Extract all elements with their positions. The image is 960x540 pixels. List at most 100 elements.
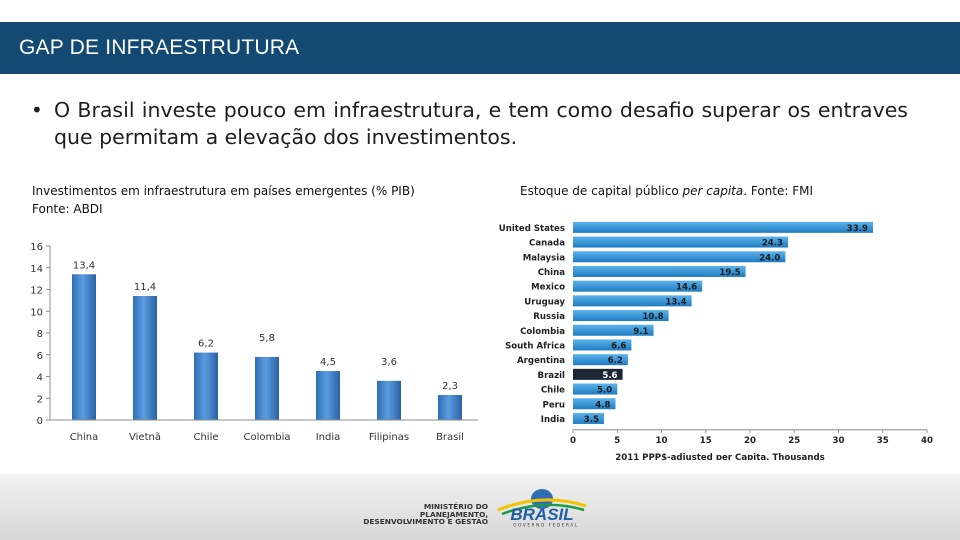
right-category-label: Mexico bbox=[531, 283, 565, 293]
right-category-label: Russia bbox=[533, 312, 565, 322]
right-x-tick-label: 35 bbox=[877, 436, 889, 446]
right-data-label: 9.1 bbox=[633, 327, 648, 337]
left-y-tick-label: 14 bbox=[30, 264, 43, 275]
right-category-label: South Africa bbox=[505, 341, 565, 351]
brasil-logo: BRASIL GOVERNO FEDERAL bbox=[497, 489, 587, 528]
left-bar bbox=[133, 296, 157, 420]
right-category-label: Uruguay bbox=[524, 297, 565, 307]
infra-investment-bar-chart: 0 2 4 6 8 10 12 14 16 13,4 11,4 6,2 5,8 4,5 3,6 2,3 Ch… bbox=[30, 242, 478, 443]
right-data-label: 24.0 bbox=[759, 253, 780, 263]
right-bar bbox=[573, 398, 616, 410]
right-data-label: 3.5 bbox=[584, 415, 599, 425]
right-bar bbox=[573, 354, 628, 366]
right-bar bbox=[573, 265, 746, 277]
left-bar bbox=[194, 352, 218, 420]
left-category-label: India bbox=[316, 432, 341, 443]
right-category-labels: United States Canada Malaysia China Mexico Ur… bbox=[499, 224, 566, 425]
left-bar bbox=[316, 371, 340, 420]
right-x-tick-label: 40 bbox=[921, 436, 933, 446]
right-bar bbox=[573, 339, 632, 351]
right-caption-text: Estoque de capital público bbox=[520, 184, 683, 198]
right-category-label: India bbox=[541, 415, 565, 425]
left-y-tick-label: 8 bbox=[37, 329, 43, 340]
left-category-label: China bbox=[70, 432, 99, 443]
right-category-label: Canada bbox=[529, 239, 565, 249]
right-caption-italic: per capita bbox=[682, 184, 744, 198]
right-data-label: 6.2 bbox=[608, 356, 623, 366]
right-data-labels: 33.9 24.3 24.0 19.5 14.6 13.410.8 9.1 6.6 6.2 5.6… bbox=[584, 224, 868, 425]
left-data-label: 3,6 bbox=[381, 357, 397, 368]
right-data-label: 4.8 bbox=[595, 400, 610, 410]
right-category-label: Malaysia bbox=[523, 253, 565, 263]
bullet-paragraph: O Brasil investe pouco em infraestrutura… bbox=[30, 97, 908, 151]
slide-title: GAP DE INFRAESTRUTURA bbox=[19, 36, 300, 59]
right-bar-highlight bbox=[573, 368, 623, 380]
right-data-label: 6.6 bbox=[611, 341, 626, 351]
right-bar bbox=[573, 236, 789, 248]
footer-band bbox=[0, 474, 960, 540]
left-caption-title: Investimentos em infraestrutura em paíse… bbox=[32, 184, 415, 198]
right-category-label: Peru bbox=[543, 400, 565, 410]
left-chart-caption: Investimentos em infraestrutura em paíse… bbox=[32, 182, 415, 218]
logo-swoosh-green-icon bbox=[501, 503, 585, 516]
right-bar bbox=[573, 310, 669, 322]
right-bar bbox=[573, 324, 654, 336]
right-category-label: Chile bbox=[541, 386, 565, 396]
right-bar bbox=[573, 383, 618, 395]
right-data-label: 13.4 bbox=[665, 297, 686, 307]
left-y-tick-label: 10 bbox=[30, 307, 43, 318]
left-category-label: Brasil bbox=[436, 432, 464, 443]
right-bar bbox=[573, 251, 786, 263]
left-y-tick-label: 4 bbox=[37, 373, 43, 384]
right-category-label: United States bbox=[499, 224, 565, 234]
right-bar bbox=[573, 412, 604, 424]
logo-subtext: GOVERNO FEDERAL bbox=[513, 523, 579, 528]
right-data-label: 33.9 bbox=[847, 224, 868, 234]
left-data-label: 11,4 bbox=[134, 282, 156, 293]
right-bars bbox=[573, 221, 874, 424]
right-x-tick-label: 15 bbox=[700, 436, 712, 446]
left-data-label: 5,8 bbox=[259, 333, 275, 344]
left-bar bbox=[438, 394, 462, 420]
right-category-label: China bbox=[538, 268, 565, 278]
left-data-label: 6,2 bbox=[198, 339, 214, 350]
right-bar bbox=[573, 280, 703, 292]
title-bar bbox=[0, 22, 960, 74]
right-x-tick-label: 25 bbox=[788, 436, 800, 446]
left-category-label: Colombia bbox=[244, 432, 291, 443]
right-data-label: 5.6 bbox=[602, 371, 617, 381]
left-y-tick-label: 0 bbox=[37, 416, 43, 427]
left-y-tick-label: 2 bbox=[37, 394, 43, 405]
left-data-label: 4,5 bbox=[320, 357, 336, 368]
left-y-tick-label: 6 bbox=[37, 351, 43, 362]
left-y-tick-label: 12 bbox=[30, 286, 43, 297]
left-bar bbox=[72, 274, 96, 420]
right-data-label: 10.8 bbox=[642, 312, 663, 322]
right-data-label: 24.3 bbox=[762, 239, 783, 249]
bullet-text: O Brasil investe pouco em infraestrutura… bbox=[54, 98, 908, 149]
left-data-labels: 13,4 11,4 6,2 5,8 4,5 3,6 2,3 bbox=[73, 260, 458, 392]
right-category-label: Argentina bbox=[517, 356, 565, 366]
right-x-tick-label: 5 bbox=[614, 436, 620, 446]
bullet-dot-icon: • bbox=[31, 98, 43, 122]
left-bar bbox=[377, 380, 401, 420]
ministry-line-1: MINISTÉRIO DO bbox=[423, 502, 488, 511]
right-category-label: Brazil bbox=[538, 371, 566, 381]
right-data-label: 19.5 bbox=[719, 268, 740, 278]
right-data-label: 5.0 bbox=[597, 386, 612, 396]
left-category-label: Chile bbox=[193, 432, 218, 443]
left-x-axis: China Vietnã Chile Colombia India Filipinas Br… bbox=[50, 419, 478, 443]
left-data-label: 13,4 bbox=[73, 260, 95, 271]
left-y-axis: 0 2 4 6 8 10 12 14 16 bbox=[30, 242, 51, 427]
right-x-tick-label: 10 bbox=[656, 436, 668, 446]
ministry-name: MINISTÉRIO DO PLANEJAMENTO, DESENVOLVIME… bbox=[362, 503, 488, 526]
right-x-tick-label: 0 bbox=[570, 436, 576, 446]
left-bar bbox=[255, 356, 279, 420]
right-data-label: 14.6 bbox=[676, 283, 697, 293]
logo-brasil-text: BRASIL bbox=[510, 505, 573, 524]
left-bars bbox=[72, 274, 462, 420]
right-x-axis: 0 5 10 15 20 25 30 35 40 2011 PPP$-adjusted per C… bbox=[570, 429, 933, 460]
ministry-line-2: PLANEJAMENTO, bbox=[419, 509, 488, 519]
left-caption-source: Fonte: ABDI bbox=[32, 202, 103, 216]
